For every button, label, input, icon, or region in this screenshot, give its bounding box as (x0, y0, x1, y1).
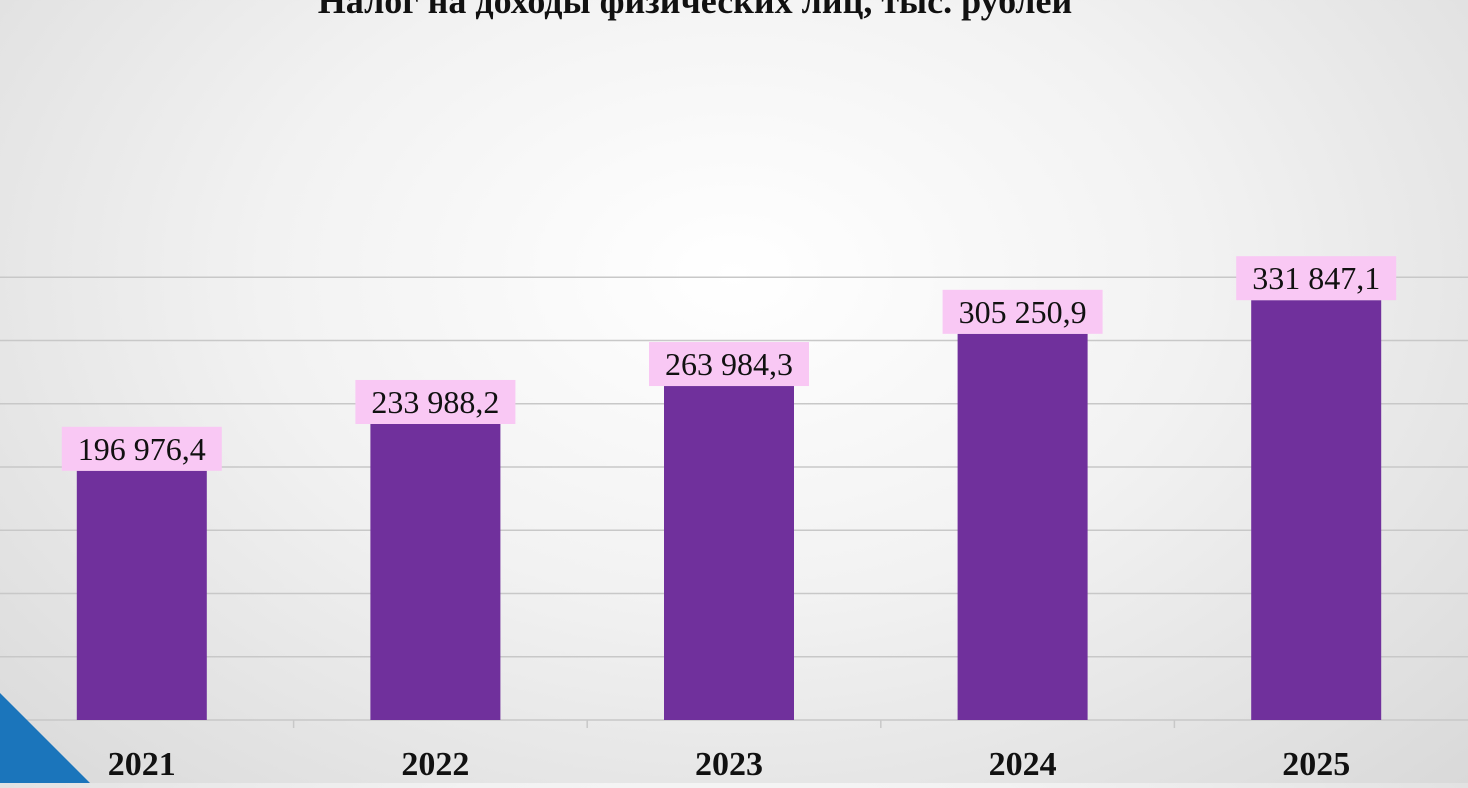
data-label-group: 233 988,2 (355, 379, 516, 424)
data-label: 263 984,3 (665, 346, 793, 382)
data-label-group: 331 847,1 (1236, 256, 1397, 301)
data-label-background (61, 426, 222, 471)
data-label: 331 847,1 (1252, 260, 1380, 296)
corner-accent-shape (0, 693, 90, 783)
bar (76, 470, 207, 720)
bar (664, 386, 794, 720)
x-tick-label: 2024 (989, 746, 1057, 783)
bars (76, 300, 1382, 720)
data-label-group: 196 976,4 (61, 426, 222, 471)
data-label: 233 988,2 (371, 384, 499, 420)
data-label-background (942, 289, 1103, 334)
data-labels: 196 976,4 233 988,2 263 984,3 305 250,9 331 … (61, 256, 1397, 471)
data-label-background (1236, 256, 1397, 301)
x-tick-label: 2022 (401, 746, 469, 783)
data-label-group: 263 984,3 (649, 342, 809, 387)
x-axis-ticks: 2021 2022 2023 2024 2025 (108, 720, 1350, 783)
bar (370, 423, 501, 720)
bar (1251, 300, 1382, 720)
data-label: 196 976,4 (78, 431, 206, 467)
data-label-background (355, 379, 516, 424)
data-label-background (649, 342, 809, 387)
x-tick-label: 2021 (108, 746, 176, 783)
data-label: 305 250,9 (959, 294, 1087, 330)
bar (957, 333, 1088, 720)
x-tick-label: 2025 (1282, 746, 1350, 783)
x-tick-label: 2023 (695, 746, 763, 783)
data-label-group: 305 250,9 (942, 289, 1103, 334)
chart-title: Налог на доходы физических лиц, тыс. руб… (318, 0, 1072, 21)
